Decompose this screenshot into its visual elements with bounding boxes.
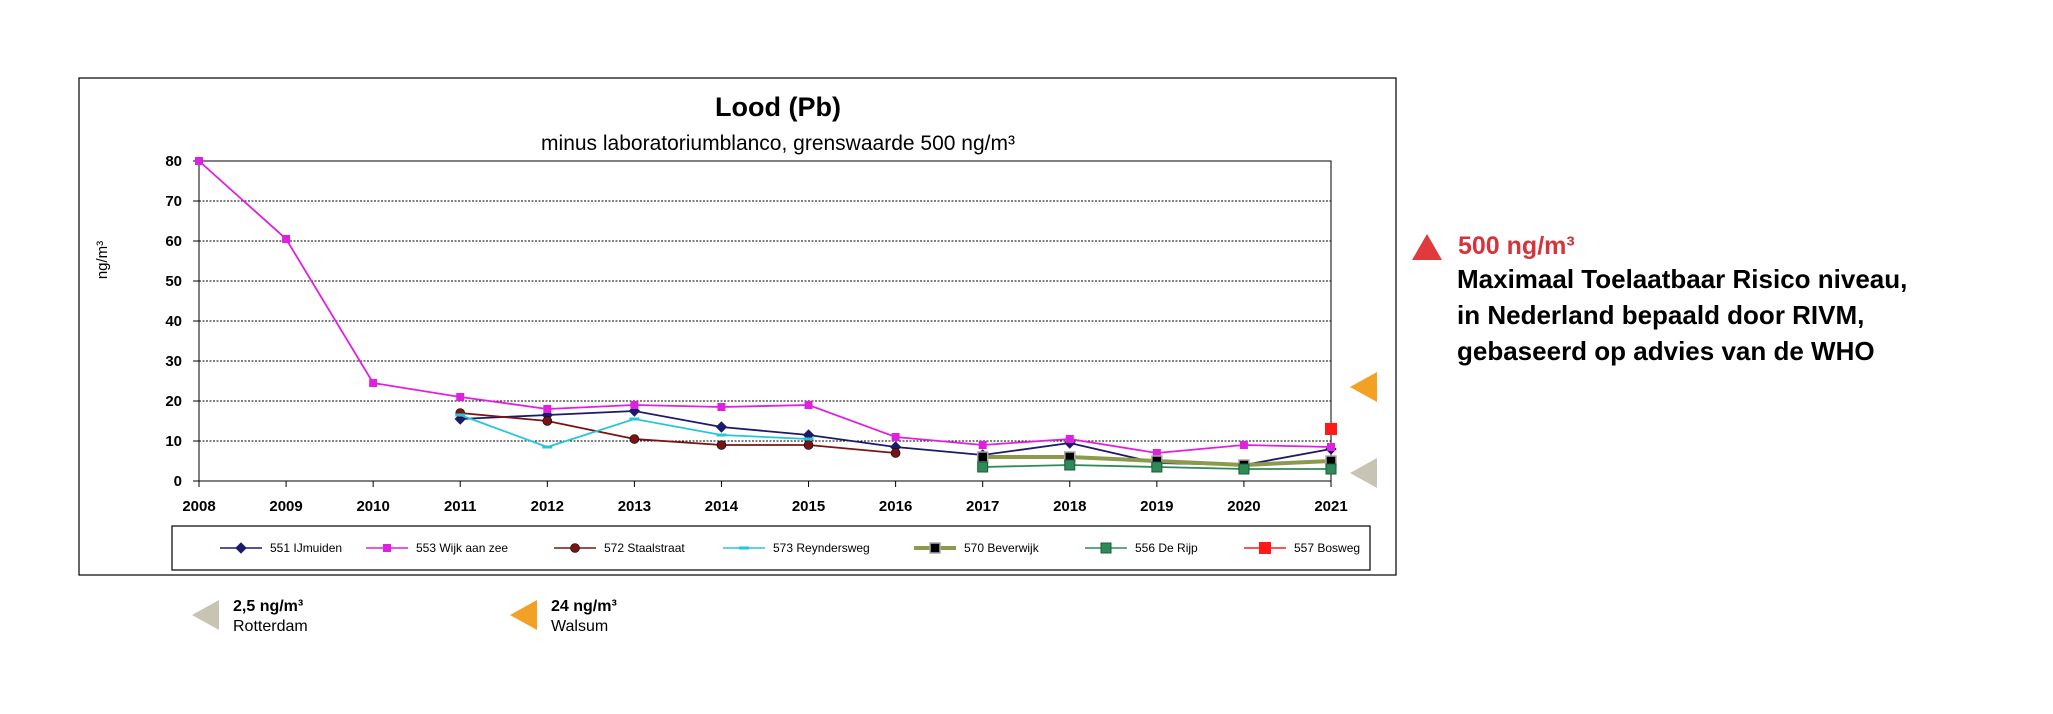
legend: 551 IJmuiden 553 Wijk aan zee 572 Staalstr… [220, 541, 1360, 555]
data-point [542, 416, 553, 426]
walsum-location: Walsum [551, 618, 609, 635]
series-line [198, 160, 1332, 454]
data-point [369, 379, 378, 387]
legend-marker [929, 542, 941, 554]
reference-line: Maximaal Toelaatbaar Risico niveau, [1457, 264, 1908, 294]
data-point [977, 461, 989, 473]
data-point [716, 440, 727, 450]
reference-walsum: 24 ng/m³ Walsum [510, 598, 617, 636]
y-tick-label: 10 [165, 433, 182, 450]
legend-marker [1259, 542, 1271, 554]
y-tick-label: 50 [165, 273, 182, 290]
legend-label: 551 IJmuiden [270, 541, 342, 555]
data-point [1325, 463, 1337, 475]
legend-label: 556 De Rijp [1135, 541, 1198, 555]
x-tick-label: 2015 [792, 498, 825, 515]
y-tick-label: 30 [165, 353, 182, 370]
walsum-triangle-icon [510, 600, 537, 630]
y-tick-label: 20 [165, 393, 182, 410]
y-tick-label: 40 [165, 313, 182, 330]
y-tick-label: 80 [165, 153, 182, 170]
series [977, 459, 1337, 475]
series [195, 157, 1335, 457]
x-tick-label: 2014 [705, 498, 739, 515]
plot-area: 0 10 20 30 40 50 60 70 80 2008 2009 2010 2011 2012 201… [165, 153, 1347, 515]
reference-line: gebaseerd op advies van de WHO [1457, 336, 1875, 366]
data-point [804, 401, 813, 409]
reference-rotterdam: 2,5 ng/m³ Rotterdam [192, 598, 308, 636]
x-tick-label: 2017 [966, 498, 999, 515]
series [455, 413, 814, 449]
data-point [1327, 443, 1335, 451]
y-tick-label: 60 [165, 233, 182, 250]
data-point [1064, 459, 1076, 471]
legend-label: 570 Beverwijk [964, 541, 1040, 555]
data-point [282, 235, 291, 243]
rotterdam-triangle-icon [192, 600, 219, 630]
x-tick-label: 2008 [182, 498, 215, 515]
data-point [1065, 435, 1074, 443]
data-point [195, 157, 203, 165]
x-tick-label: 2012 [531, 498, 564, 515]
y-tick-label: 0 [174, 473, 182, 490]
data-point [456, 393, 465, 401]
reference-head: 500 ng/m³ [1410, 232, 2030, 261]
x-tick-label: 2011 [444, 498, 477, 515]
reference-note: 500 ng/m³ Maximaal Toelaatbaar Risico ni… [1410, 232, 2030, 369]
reference-line: in Nederland bepaald door RIVM, [1457, 300, 1865, 330]
x-tick-label: 2019 [1140, 498, 1173, 515]
x-tick-label: 2009 [269, 498, 302, 515]
rotterdam-location: Rotterdam [233, 618, 308, 635]
x-tick-label: 2016 [879, 498, 912, 515]
legend-marker [235, 542, 247, 554]
data-point [1325, 423, 1337, 435]
x-tick-label: 2021 [1314, 498, 1347, 515]
legend-marker [570, 543, 580, 553]
legend-label: 572 Staalstraat [604, 541, 685, 555]
data-point [1239, 441, 1248, 449]
data-point [629, 434, 640, 444]
data-point [1238, 463, 1250, 475]
data-point [803, 440, 814, 450]
rotterdam-level-marker [1350, 458, 1377, 488]
legend-label: 553 Wijk aan zee [416, 541, 508, 555]
chart-subtitle: minus laboratoriumblanco, grenswaarde 50… [541, 132, 1015, 155]
data-point [1151, 461, 1163, 473]
x-tick-label: 2020 [1227, 498, 1260, 515]
data-point [630, 401, 639, 409]
series [1325, 423, 1337, 435]
chart-title: Lood (Pb) [715, 92, 841, 122]
data-point [717, 403, 726, 411]
data-point [976, 451, 989, 463]
x-tick-label: 2010 [356, 498, 389, 515]
reference-value: 500 ng/m³ [1458, 232, 1575, 260]
data-point [891, 433, 900, 441]
x-tick-label: 2018 [1053, 498, 1086, 515]
legend-label: 573 Reyndersweg [773, 541, 870, 555]
warning-triangle-icon [1412, 233, 1442, 260]
legend-marker [383, 544, 391, 552]
legend-marker [1100, 542, 1112, 554]
data-point [543, 405, 552, 413]
y-tick-label: 70 [165, 193, 182, 210]
lead-chart: Lood (Pb) minus laboratoriumblanco, gren… [78, 77, 1397, 576]
y-axis-label: ng/m³ [94, 241, 111, 279]
data-point [978, 441, 987, 449]
series-line [460, 412, 896, 454]
x-tick-label: 2013 [618, 498, 651, 515]
data-point [715, 421, 728, 433]
rotterdam-value: 2,5 ng/m³ [233, 598, 304, 615]
legend-label: 557 Bosweg [1294, 541, 1360, 555]
data-point [890, 448, 901, 458]
walsum-level-marker [1350, 372, 1377, 402]
walsum-value: 24 ng/m³ [551, 598, 617, 615]
